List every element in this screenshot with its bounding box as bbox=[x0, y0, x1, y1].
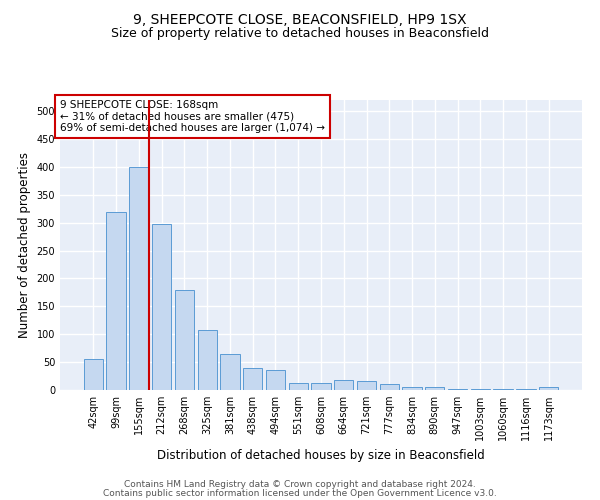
Bar bbox=[311, 384, 331, 390]
Bar bbox=[220, 354, 239, 390]
Text: Contains HM Land Registry data © Crown copyright and database right 2024.: Contains HM Land Registry data © Crown c… bbox=[124, 480, 476, 489]
Bar bbox=[129, 167, 149, 390]
Text: 9, SHEEPCOTE CLOSE, BEACONSFIELD, HP9 1SX: 9, SHEEPCOTE CLOSE, BEACONSFIELD, HP9 1S… bbox=[133, 12, 467, 26]
Bar bbox=[243, 368, 262, 390]
Bar bbox=[357, 381, 376, 390]
X-axis label: Distribution of detached houses by size in Beaconsfield: Distribution of detached houses by size … bbox=[157, 448, 485, 462]
Bar bbox=[84, 360, 103, 390]
Bar bbox=[197, 330, 217, 390]
Bar bbox=[106, 212, 126, 390]
Bar bbox=[266, 370, 285, 390]
Bar bbox=[539, 387, 558, 390]
Bar bbox=[470, 389, 490, 390]
Text: Contains public sector information licensed under the Open Government Licence v3: Contains public sector information licen… bbox=[103, 488, 497, 498]
Y-axis label: Number of detached properties: Number of detached properties bbox=[18, 152, 31, 338]
Text: Size of property relative to detached houses in Beaconsfield: Size of property relative to detached ho… bbox=[111, 28, 489, 40]
Bar bbox=[175, 290, 194, 390]
Bar bbox=[289, 383, 308, 390]
Text: 9 SHEEPCOTE CLOSE: 168sqm
← 31% of detached houses are smaller (475)
69% of semi: 9 SHEEPCOTE CLOSE: 168sqm ← 31% of detac… bbox=[60, 100, 325, 133]
Bar bbox=[334, 380, 353, 390]
Bar bbox=[380, 384, 399, 390]
Bar bbox=[403, 386, 422, 390]
Bar bbox=[152, 224, 172, 390]
Bar bbox=[448, 389, 467, 390]
Bar bbox=[425, 387, 445, 390]
